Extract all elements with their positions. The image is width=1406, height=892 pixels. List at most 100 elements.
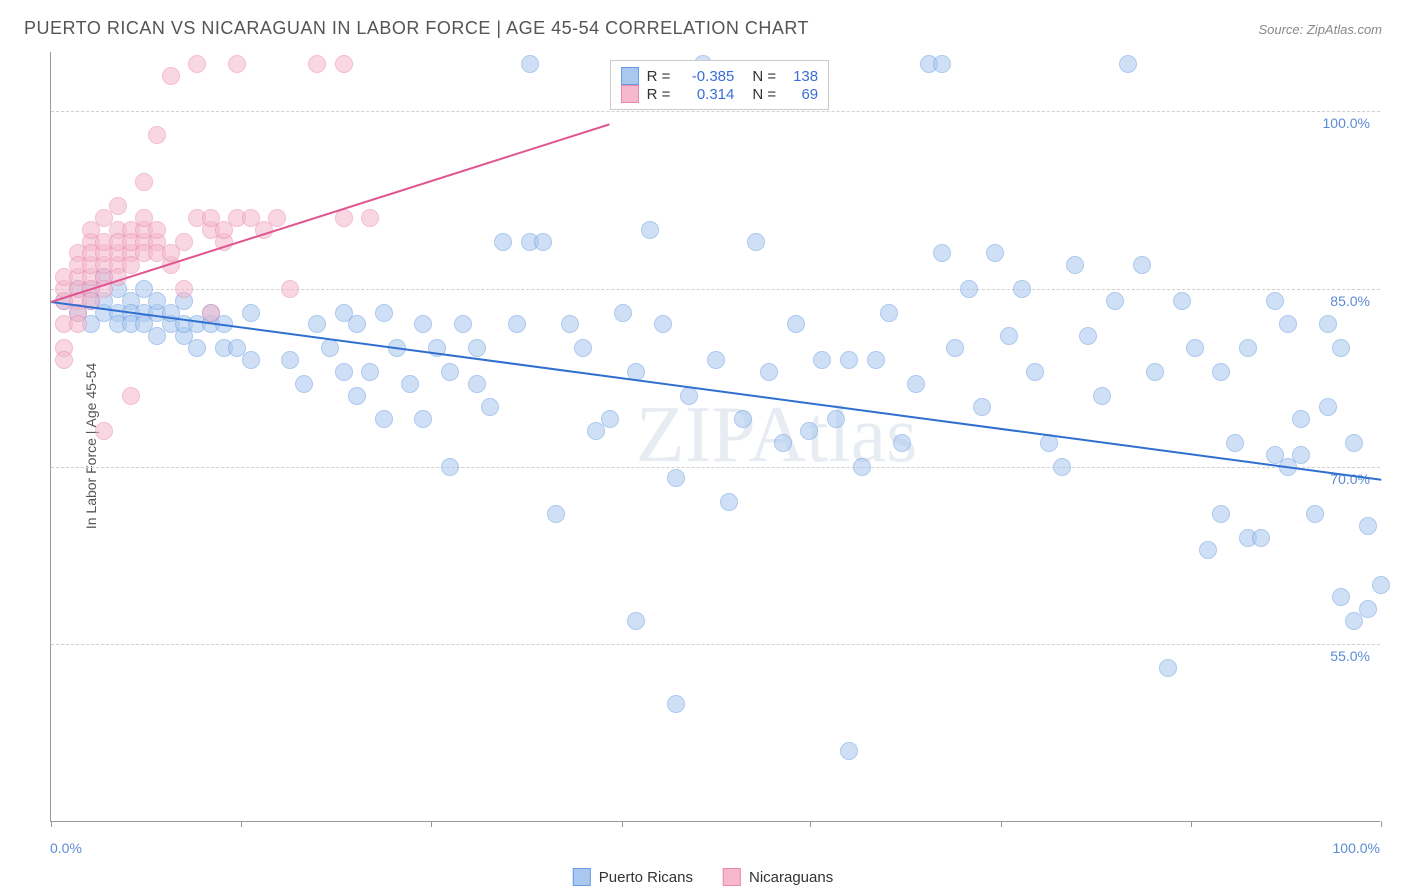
data-point xyxy=(69,315,87,333)
legend: Puerto Ricans Nicaraguans xyxy=(573,868,833,886)
data-point xyxy=(335,55,353,73)
data-point xyxy=(1013,280,1031,298)
stat-n-value: 69 xyxy=(784,86,818,103)
data-point xyxy=(188,55,206,73)
data-point xyxy=(454,315,472,333)
chart-title: PUERTO RICAN VS NICARAGUAN IN LABOR FORC… xyxy=(24,18,809,39)
data-point xyxy=(840,351,858,369)
data-point xyxy=(1359,517,1377,535)
data-point xyxy=(641,221,659,239)
data-point xyxy=(321,339,339,357)
x-tick xyxy=(431,821,432,827)
stat-r-value: -0.385 xyxy=(678,68,734,85)
data-point xyxy=(1026,363,1044,381)
data-point xyxy=(188,339,206,357)
data-point xyxy=(1252,529,1270,547)
data-point xyxy=(1239,339,1257,357)
data-point xyxy=(508,315,526,333)
data-point xyxy=(1079,327,1097,345)
swatch-icon xyxy=(573,868,591,886)
data-point xyxy=(175,280,193,298)
data-point xyxy=(787,315,805,333)
data-point xyxy=(907,375,925,393)
legend-label: Puerto Ricans xyxy=(599,869,693,886)
data-point xyxy=(1133,256,1151,274)
data-point xyxy=(1359,600,1377,618)
data-point xyxy=(720,493,738,511)
data-point xyxy=(1226,434,1244,452)
gridline xyxy=(51,644,1380,645)
stat-r-label: R = xyxy=(647,68,671,85)
data-point xyxy=(1292,410,1310,428)
data-point xyxy=(667,469,685,487)
stat-row: R =-0.385N =138 xyxy=(621,67,819,85)
data-point xyxy=(1093,387,1111,405)
y-tick-label: 100.0% xyxy=(1323,115,1370,131)
x-min-label: 0.0% xyxy=(50,840,82,856)
data-point xyxy=(1266,292,1284,310)
stat-row: R = 0.314 N = 69 xyxy=(621,85,819,103)
data-point xyxy=(1306,505,1324,523)
gridline xyxy=(51,467,1380,468)
stat-r-value: 0.314 xyxy=(678,86,734,103)
stat-box: R =-0.385N =138R =0.314N =69 xyxy=(610,60,830,110)
data-point xyxy=(946,339,964,357)
trend-line xyxy=(51,301,1381,481)
data-point xyxy=(468,339,486,357)
data-point xyxy=(627,612,645,630)
data-point xyxy=(561,315,579,333)
data-point xyxy=(122,387,140,405)
data-point xyxy=(614,304,632,322)
x-tick xyxy=(622,821,623,827)
data-point xyxy=(401,375,419,393)
stat-n-label: N = xyxy=(752,86,776,103)
data-point xyxy=(1000,327,1018,345)
data-point xyxy=(242,304,260,322)
data-point xyxy=(295,375,313,393)
data-point xyxy=(242,351,260,369)
data-point xyxy=(734,410,752,428)
data-point xyxy=(494,233,512,251)
data-point xyxy=(1053,458,1071,476)
data-point xyxy=(960,280,978,298)
data-point xyxy=(281,280,299,298)
data-point xyxy=(1173,292,1191,310)
data-point xyxy=(414,410,432,428)
x-tick xyxy=(810,821,811,827)
data-point xyxy=(348,387,366,405)
y-tick-label: 85.0% xyxy=(1330,293,1370,309)
x-tick xyxy=(1001,821,1002,827)
data-point xyxy=(853,458,871,476)
data-point xyxy=(1345,434,1363,452)
data-point xyxy=(813,351,831,369)
data-point xyxy=(1279,315,1297,333)
data-point xyxy=(375,410,393,428)
data-point xyxy=(774,434,792,452)
data-point xyxy=(1292,446,1310,464)
x-tick xyxy=(51,821,52,827)
data-point xyxy=(521,55,539,73)
data-point xyxy=(1146,363,1164,381)
data-point xyxy=(1332,339,1350,357)
data-point xyxy=(1372,576,1390,594)
data-point xyxy=(933,244,951,262)
gridline xyxy=(51,289,1380,290)
data-point xyxy=(973,398,991,416)
data-point xyxy=(893,434,911,452)
data-point xyxy=(986,244,1004,262)
data-point xyxy=(707,351,725,369)
data-point xyxy=(228,55,246,73)
swatch-icon xyxy=(621,85,639,103)
data-point xyxy=(1159,659,1177,677)
data-point xyxy=(1212,363,1230,381)
data-point xyxy=(1119,55,1137,73)
data-point xyxy=(601,410,619,428)
data-point xyxy=(1319,315,1337,333)
data-point xyxy=(481,398,499,416)
data-point xyxy=(414,315,432,333)
data-point xyxy=(308,55,326,73)
swatch-icon xyxy=(621,67,639,85)
data-point xyxy=(109,197,127,215)
stat-r-label: R = xyxy=(647,86,671,103)
data-point xyxy=(574,339,592,357)
